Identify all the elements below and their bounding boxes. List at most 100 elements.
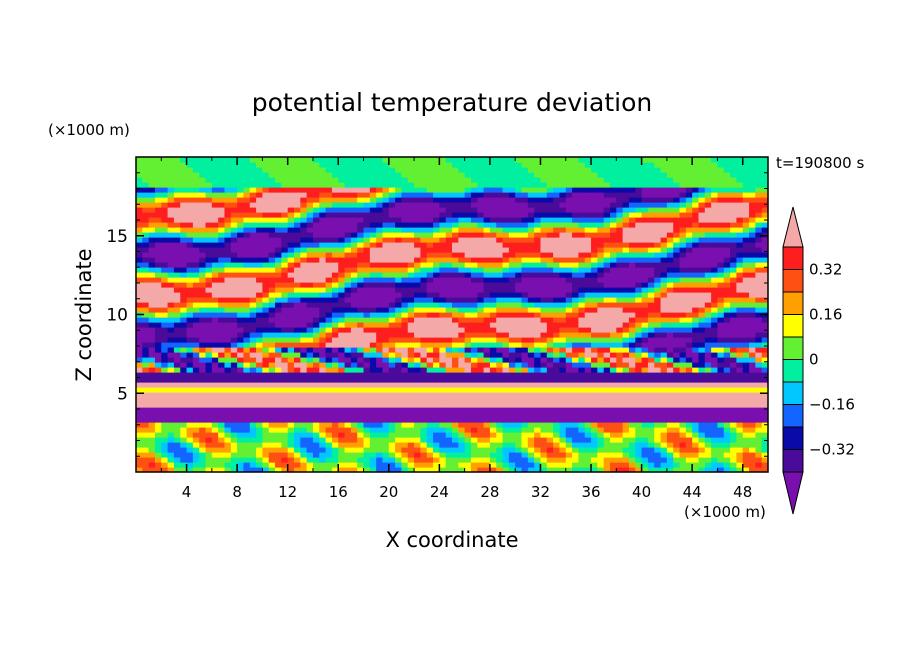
contour-cell xyxy=(723,417,731,423)
contour-cell xyxy=(458,337,466,343)
contour-cell xyxy=(439,262,447,268)
contour-cell xyxy=(470,422,478,428)
contour-cell xyxy=(306,422,314,428)
contour-cell xyxy=(426,457,434,463)
contour-cell xyxy=(610,452,617,458)
contour-cell xyxy=(654,392,662,398)
contour-cell xyxy=(407,247,415,253)
contour-cell xyxy=(224,297,232,303)
contour-cell xyxy=(338,407,346,413)
contour-cell xyxy=(350,347,358,353)
contour-cell xyxy=(553,457,561,463)
contour-cell xyxy=(622,257,630,263)
contour-cell xyxy=(420,337,428,343)
contour-cell xyxy=(742,417,750,423)
contour-cell xyxy=(452,412,459,418)
contour-cell xyxy=(597,387,605,393)
contour-cell xyxy=(205,332,213,338)
contour-cell xyxy=(243,407,251,413)
contour-cell xyxy=(401,302,409,308)
contour-cell xyxy=(692,262,700,268)
contour-cell xyxy=(350,267,358,273)
contour-cell xyxy=(483,352,491,358)
contour-cell xyxy=(199,432,207,438)
contour-cell xyxy=(439,357,447,363)
contour-cell xyxy=(173,442,181,448)
contour-cell xyxy=(540,267,548,273)
contour-cell xyxy=(470,437,478,443)
contour-cell xyxy=(704,267,712,273)
contour-cell xyxy=(306,372,314,378)
contour-cell xyxy=(230,427,238,433)
contour-cell xyxy=(666,272,674,278)
contour-cell xyxy=(749,357,756,363)
contour-cell xyxy=(306,447,314,453)
contour-cell xyxy=(502,282,510,288)
contour-cell xyxy=(433,292,440,298)
contour-cell xyxy=(654,242,662,248)
contour-cell xyxy=(350,407,358,413)
contour-cell xyxy=(723,277,731,283)
contour-cell xyxy=(489,447,497,453)
contour-cell xyxy=(382,437,390,443)
contour-cell xyxy=(572,357,579,363)
contour-cell xyxy=(635,297,643,303)
contour-cell xyxy=(148,272,156,278)
contour-cell xyxy=(376,467,384,472)
contour-cell xyxy=(464,412,472,418)
contour-cell xyxy=(666,397,674,403)
contour-cell xyxy=(294,257,301,263)
contour-cell xyxy=(306,442,314,448)
contour-cell xyxy=(287,347,295,353)
contour-cell xyxy=(300,437,308,443)
contour-cell xyxy=(287,382,295,388)
contour-cell xyxy=(730,457,737,463)
contour-cell xyxy=(433,432,440,438)
contour-cell xyxy=(344,407,352,413)
contour-cell xyxy=(654,332,662,338)
contour-cell xyxy=(679,247,687,253)
contour-cell xyxy=(464,407,472,413)
contour-cell xyxy=(679,322,687,328)
contour-cell xyxy=(262,222,270,228)
contour-cell xyxy=(591,387,598,393)
contour-cell xyxy=(331,232,339,238)
contour-cell xyxy=(584,462,592,468)
contour-cell xyxy=(515,422,523,428)
contour-cell xyxy=(294,407,301,413)
contour-cell xyxy=(723,327,731,333)
contour-cell xyxy=(508,302,516,308)
contour-cell xyxy=(559,347,567,353)
contour-cell xyxy=(173,427,181,433)
contour-cell xyxy=(559,247,567,253)
contour-cell xyxy=(262,252,270,258)
contour-cell xyxy=(647,327,655,333)
contour-cell xyxy=(635,267,643,273)
contour-cell xyxy=(521,447,529,453)
contour-cell xyxy=(294,447,301,453)
contour-cell xyxy=(154,442,162,448)
contour-cell xyxy=(230,442,238,448)
contour-cell xyxy=(363,377,371,383)
contour-cell xyxy=(376,292,384,298)
contour-cell xyxy=(591,362,598,368)
contour-cell xyxy=(546,412,554,418)
contour-cell xyxy=(439,407,447,413)
contour-cell xyxy=(578,467,586,472)
contour-cell xyxy=(559,432,567,438)
contour-cell xyxy=(489,367,497,373)
contour-cell xyxy=(388,282,396,288)
contour-cell xyxy=(388,412,396,418)
contour-cell xyxy=(262,277,270,283)
contour-cell xyxy=(249,252,257,258)
contour-cell xyxy=(154,452,162,458)
contour-cell xyxy=(502,237,510,243)
contour-cell xyxy=(136,412,143,418)
contour-cell xyxy=(420,352,428,358)
contour-cell xyxy=(161,237,169,243)
contour-cell xyxy=(306,357,314,363)
contour-cell xyxy=(603,347,611,353)
contour-cell xyxy=(761,447,768,453)
contour-cell xyxy=(736,382,744,388)
contour-cell xyxy=(294,357,301,363)
